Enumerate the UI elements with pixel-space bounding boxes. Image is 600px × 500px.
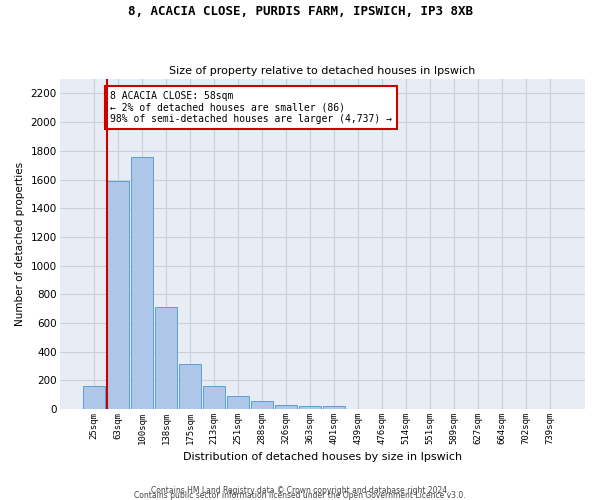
Title: Size of property relative to detached houses in Ipswich: Size of property relative to detached ho…: [169, 66, 475, 76]
Bar: [203, 386, 225, 409]
Text: Contains public sector information licensed under the Open Government Licence v3: Contains public sector information licen…: [134, 491, 466, 500]
Bar: [179, 364, 201, 409]
X-axis label: Distribution of detached houses by size in Ipswich: Distribution of detached houses by size …: [183, 452, 462, 462]
Y-axis label: Number of detached properties: Number of detached properties: [15, 162, 25, 326]
Text: 8 ACACIA CLOSE: 58sqm
← 2% of detached houses are smaller (86)
98% of semi-detac: 8 ACACIA CLOSE: 58sqm ← 2% of detached h…: [110, 90, 392, 124]
Bar: [227, 396, 249, 409]
Bar: [155, 307, 177, 409]
Bar: [83, 386, 105, 409]
Bar: [299, 406, 321, 409]
Bar: [107, 181, 129, 409]
Bar: [131, 158, 153, 409]
Bar: [275, 405, 297, 409]
Bar: [323, 406, 345, 409]
Text: Contains HM Land Registry data © Crown copyright and database right 2024.: Contains HM Land Registry data © Crown c…: [151, 486, 449, 495]
Text: 8, ACACIA CLOSE, PURDIS FARM, IPSWICH, IP3 8XB: 8, ACACIA CLOSE, PURDIS FARM, IPSWICH, I…: [128, 5, 473, 18]
Bar: [251, 401, 273, 409]
